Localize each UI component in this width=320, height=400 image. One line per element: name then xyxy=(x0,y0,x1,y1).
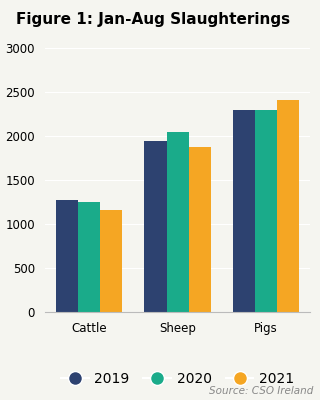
Bar xyxy=(189,148,211,312)
Bar xyxy=(100,210,122,312)
Text: Figure 1: Jan-Aug Slaughterings: Figure 1: Jan-Aug Slaughterings xyxy=(16,12,290,27)
Bar xyxy=(233,110,255,312)
Bar xyxy=(144,141,166,312)
Bar xyxy=(78,202,100,312)
Bar xyxy=(277,100,299,312)
Bar xyxy=(166,132,189,312)
Text: Source: CSO Ireland: Source: CSO Ireland xyxy=(209,386,314,396)
Bar xyxy=(255,110,277,312)
Bar xyxy=(56,200,78,312)
Legend: 2019, 2020, 2021: 2019, 2020, 2021 xyxy=(55,366,300,392)
